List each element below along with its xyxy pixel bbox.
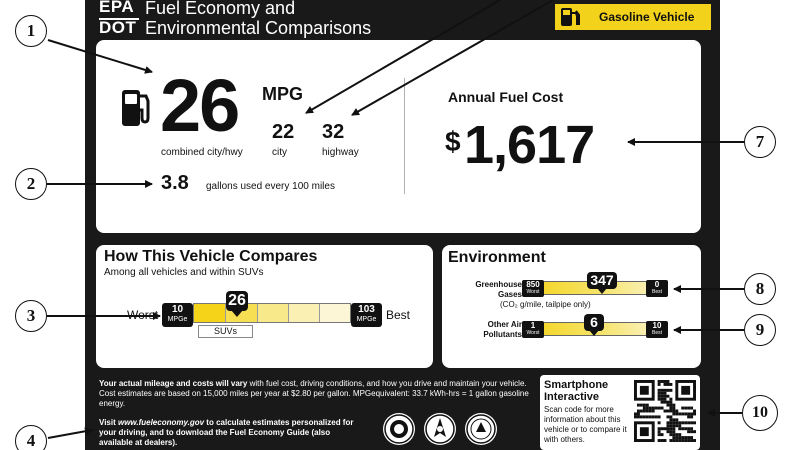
highway-mpg-value: 32 [322,121,345,143]
bar-segment [258,304,289,322]
environment-panel [442,245,701,368]
gallons-text: gallons used every 100 miles [206,181,335,192]
agency-divider [99,18,139,20]
callout-8: 8 [744,273,776,305]
ghg-marker-tip [597,288,607,294]
city-mpg-value: 22 [272,121,295,143]
smartphone-title-line2: Interactive [544,391,600,403]
vehicle-mpg-marker: 26 [226,291,248,311]
smartphone-text: Scan code for more information about thi… [544,405,627,444]
annual-fuel-cost-value: 1,617 [464,115,595,175]
energy-seal-icon [465,413,497,445]
greenhouse-gases-label: Greenhouse Gases [475,280,522,299]
worst-mpge-unit: MPGe [167,316,188,323]
vehicle-mpg-marker-tip [231,310,243,317]
city-label: city [272,147,287,158]
gas-pump-icon [122,90,150,126]
callout-2: 2 [15,168,47,200]
oap-worst-box: 1 Worst [522,321,544,338]
callout-3: 3 [15,300,47,332]
dot-seal-icon [424,413,456,445]
qr-code[interactable] [634,380,696,442]
highway-label: highway [322,147,359,158]
fueleconomy-link[interactable]: www.fueleconomy.gov [117,418,205,427]
callout-7: 7 [744,126,776,158]
callout-1: 1 [15,15,47,47]
mpg-unit: MPG [262,84,304,104]
fuel-pump-icon [561,8,580,26]
suv-range-label: SUVs [198,325,253,338]
combined-mpg-value: 26 [160,64,240,147]
ghg-worst-tag: Worst [526,289,540,295]
callout-4: 4 [15,425,47,450]
best-mpge-unit: MPGe [356,316,377,323]
best-label: Best [386,308,411,322]
smartphone-title-line1: Smartphone [544,379,609,391]
oap-marker-tip [589,330,599,336]
other-air-pollutants-label: Other Air Pollutants [483,320,522,339]
worst-label: Worst [127,308,159,322]
panel-divider [404,78,405,194]
oap-worst-value: 1 [530,321,536,330]
ghg-best-box: 0 Best [646,280,668,297]
mileage-disclaimer: Your actual mileage and costs will vary … [99,379,529,409]
bar-segment [289,304,320,322]
disclaimer-text: with fuel cost, driving conditions, and … [99,379,529,408]
gallons-value: 3.8 [161,172,189,194]
oap-best-value: 10 [652,321,662,330]
ghg-best-value: 0 [654,280,660,289]
oap-best-tag: Best [651,330,662,336]
visit-lead: Visit [99,418,118,427]
worst-mpge-value: 10 [171,304,184,315]
oap-worst-tag: Worst [526,330,540,336]
best-mpge-box: 103 MPGe [351,303,382,327]
cost-currency: $ [445,126,461,157]
oap-marker: 6 [584,314,604,331]
vehicle-type-badge [555,4,711,30]
worst-mpge-box: 10 MPGe [162,303,193,327]
agency-epa: EPA [99,0,135,16]
disclaimer-lead: Your actual mileage and costs will vary [99,379,248,388]
visit-rest: to calculate estimates personalized for … [99,418,354,447]
ghg-worst-box: 850 Worst [522,280,544,297]
smartphone-title: Smartphone Interactive [544,379,608,403]
ghg-best-tag: Best [651,289,662,295]
comparison-title: How This Vehicle Compares [104,248,318,265]
callout-10: 10 [742,395,778,431]
visit-note: Visit www.fueleconomy.gov to calculate e… [99,418,364,448]
oap-best-box: 10 Best [646,321,668,338]
comparison-subtitle: Among all vehicles and within SUVs [104,267,264,278]
bar-segment [194,304,226,322]
mpg-comparison-bar [193,303,351,323]
vehicle-type-label: Gasoline Vehicle [599,10,695,24]
agency-dot: DOT [99,18,137,37]
epa-seal-icon [383,413,415,445]
ghg-worst-value: 850 [526,280,540,289]
label-title-line1: Fuel Economy and [145,0,296,18]
bar-segment [320,304,350,322]
greenhouse-gases-units: (CO₂ g/mile, tailpipe only) [500,300,591,309]
combined-label: combined city/hwy [161,147,243,158]
ghg-marker: 347 [587,272,617,289]
callout-9: 9 [744,314,776,346]
environment-title: Environment [448,249,546,266]
best-mpge-value: 103 [358,304,375,315]
annual-fuel-cost-label: Annual Fuel Cost [448,89,564,105]
label-title-line2: Environmental Comparisons [145,18,372,38]
